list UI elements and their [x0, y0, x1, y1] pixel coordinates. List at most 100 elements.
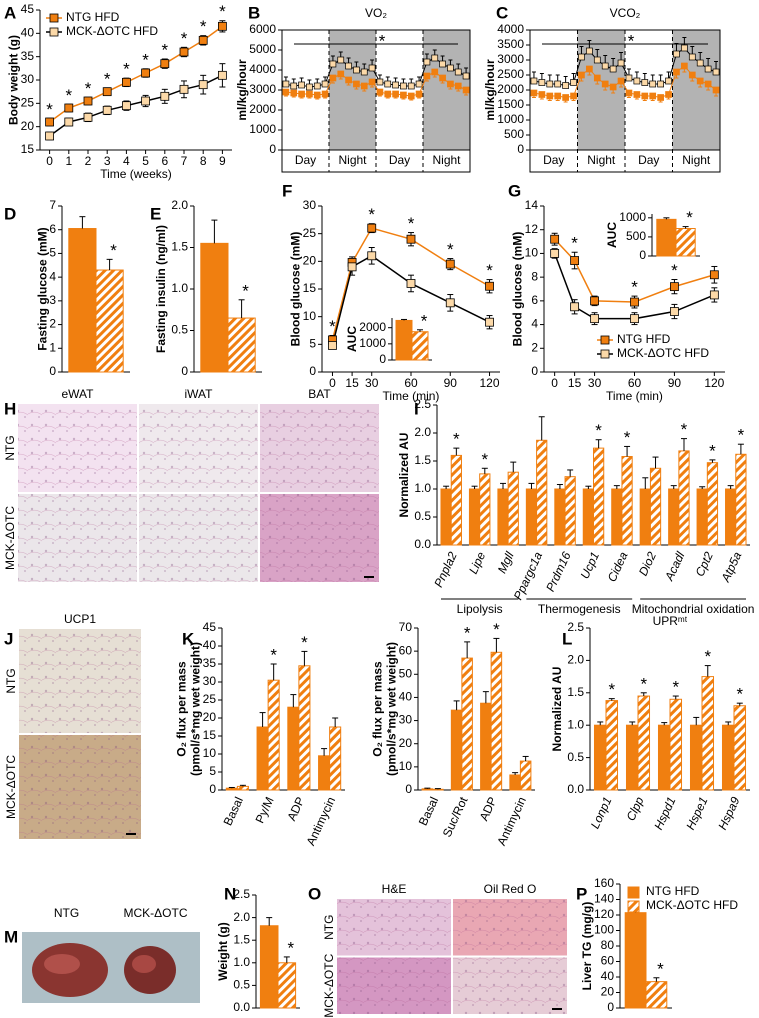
y-tick-label: 0: [405, 782, 412, 796]
marker: [64, 117, 74, 127]
significance-star: *: [219, 2, 226, 21]
marker: [282, 80, 290, 88]
significance-star: *: [671, 261, 678, 280]
marker: [633, 77, 641, 85]
significance-star: *: [453, 430, 460, 449]
y-tick-label: 1.5: [414, 453, 431, 467]
micrograph-texture: [139, 494, 258, 582]
marker: [141, 68, 151, 78]
marker: [578, 53, 585, 61]
bar: [468, 488, 481, 546]
marker: [538, 91, 546, 98]
marker: [530, 77, 538, 85]
panel-letter: D: [4, 204, 16, 223]
significance-star: *: [571, 234, 578, 253]
y-tick-label: 10: [399, 759, 413, 773]
y-tick-label: 2.0: [233, 910, 250, 924]
marker: [328, 341, 337, 350]
row-label: MCK-ΔOTC: [3, 506, 17, 570]
x-tick-label: Ppargc1a: [511, 549, 546, 602]
marker: [217, 70, 227, 80]
significance-star: *: [181, 29, 188, 48]
marker: [179, 84, 189, 94]
night-shade: [423, 30, 470, 150]
row-label: NTG: [4, 668, 18, 693]
y-axis-label: O₂ flux per mass: [371, 661, 385, 757]
x-tick-label: Pnpla2: [431, 549, 460, 589]
marker: [550, 234, 560, 244]
x-tick-label: 0: [46, 154, 53, 168]
bar: [490, 651, 503, 791]
liver-ntg-shine: [44, 954, 80, 974]
marker: [630, 297, 639, 307]
marker: [298, 81, 305, 89]
y-axis-label: AUC: [345, 326, 359, 352]
y-tick-label: 5000: [249, 42, 276, 56]
panel-letter: A: [4, 3, 16, 22]
row-label: NTG: [3, 435, 17, 460]
marker: [485, 317, 494, 327]
column-label: iWAT: [185, 387, 214, 401]
y-tick-label: 0: [517, 142, 524, 156]
marker: [665, 77, 672, 85]
legend-label: NTG HFD: [66, 10, 120, 24]
chart-title: VO₂: [365, 6, 387, 20]
marker: [625, 74, 633, 82]
bar: [267, 679, 280, 791]
x-tick-label: Basal: [221, 795, 246, 828]
marker: [353, 80, 360, 88]
marker: [570, 256, 580, 265]
panel-letter: C: [496, 3, 508, 22]
marker: [673, 68, 680, 76]
y-tick-label: 500: [626, 229, 646, 243]
marker: [368, 64, 376, 72]
x-axis-label: Time (min): [383, 389, 440, 403]
marker: [406, 234, 416, 244]
marker: [217, 21, 227, 31]
significance-star: *: [709, 441, 716, 460]
significance-star: *: [329, 317, 336, 336]
significance-star: *: [595, 421, 602, 440]
x-tick-label: 60: [404, 376, 418, 390]
significance-star: *: [681, 420, 688, 439]
x-tick-label: Ucp1: [578, 550, 603, 581]
y-tick-label: 2: [49, 317, 56, 331]
group-label: Mitochondrial oxidation: [632, 602, 755, 616]
column-label: eWAT: [62, 387, 95, 401]
marker: [337, 56, 345, 64]
marker: [704, 80, 712, 88]
marker: [601, 80, 609, 88]
micrograph-texture: [19, 629, 141, 733]
bar: [639, 488, 651, 546]
bar: [507, 471, 519, 546]
y-axis-label: Weight (g): [216, 922, 230, 980]
significance-star: *: [672, 678, 679, 697]
significance-star: *: [408, 214, 415, 233]
period-frame: [529, 149, 721, 173]
marker: [625, 89, 633, 97]
marker: [368, 78, 376, 86]
y-tick-label: 0: [209, 782, 216, 796]
group-label: Thermogenesis: [538, 602, 621, 616]
y-tick-label: 2500: [497, 67, 524, 81]
marker: [454, 82, 462, 90]
bar: [509, 774, 521, 791]
legend-marker: [49, 13, 59, 23]
marker: [445, 259, 455, 269]
y-axis-label: O₂ flux per mass: [175, 661, 189, 757]
marker: [681, 62, 688, 70]
legend-marker: [600, 349, 610, 359]
y-tick-label: 40: [203, 638, 217, 652]
significance-star: *: [447, 240, 454, 259]
micrograph-texture: [18, 494, 137, 582]
marker: [160, 91, 170, 101]
y-tick-label: 1.0: [414, 481, 431, 495]
x-tick-label: Cidea: [605, 549, 631, 584]
x-tick-label: 5: [142, 154, 149, 168]
marker: [696, 77, 704, 85]
column-label: MCK-ΔOTC: [123, 906, 187, 920]
bar: [593, 724, 607, 791]
significance-star: *: [379, 31, 386, 50]
